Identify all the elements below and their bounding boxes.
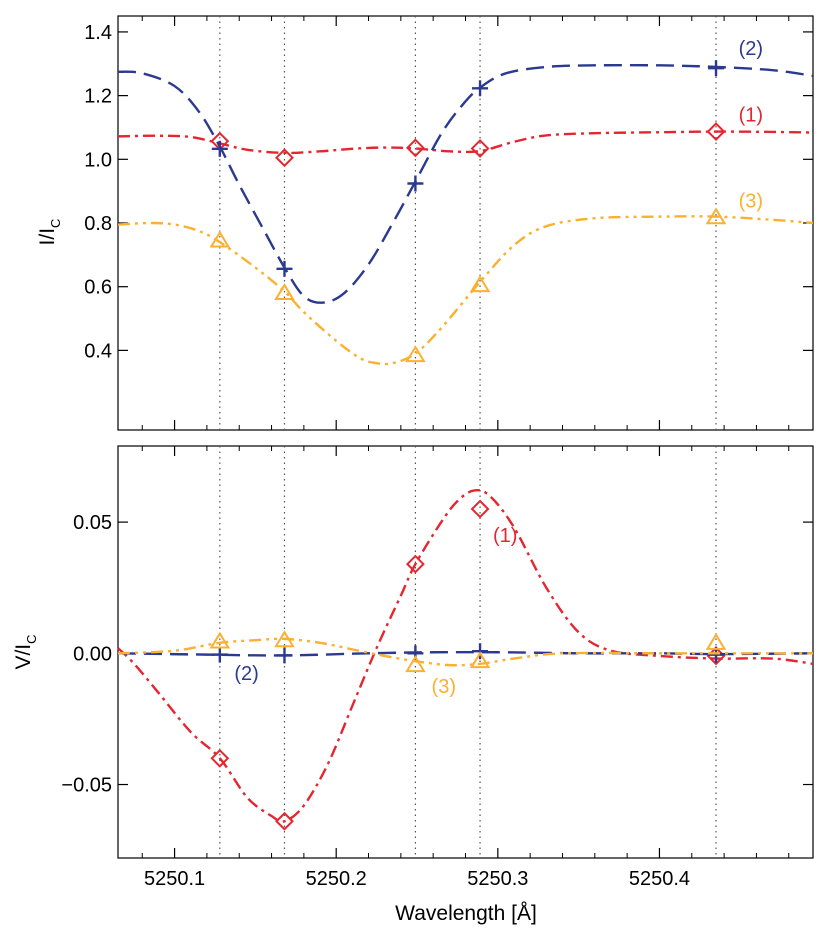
x-tick-label: 5250.3	[467, 868, 528, 890]
series-label-s2: (2)	[739, 38, 763, 60]
series-label-s2: (2)	[234, 663, 258, 685]
y-tick-label: 0.00	[73, 643, 112, 665]
series-line-s2	[117, 650, 814, 657]
series-line-s3	[117, 215, 814, 366]
data-point-plus	[276, 260, 293, 277]
data-point-plus	[276, 647, 293, 664]
data-point-plus	[407, 175, 424, 192]
data-point-triangle	[469, 275, 491, 293]
y-tick-label: 1.2	[84, 86, 112, 108]
polarization-y-axis-label-sub: C	[24, 634, 39, 643]
series-label-s1: (1)	[493, 525, 517, 547]
intensity-panel: I/IC 0.4 0.6 0.8 1.0 1.2 1.4 (1) (2) (3)	[36, 15, 814, 431]
data-point-plus	[211, 140, 228, 157]
data-point-triangle	[209, 230, 231, 248]
data-point-triangle	[405, 655, 426, 673]
data-point-triangle	[705, 207, 727, 225]
data-point-triangle	[274, 630, 295, 648]
intensity-y-axis-label-sub: C	[48, 219, 63, 228]
y-tick-label: 0.4	[84, 340, 112, 362]
data-point-triangle	[705, 632, 727, 650]
data-point-triangle	[469, 651, 491, 669]
data-point-plus	[472, 643, 489, 660]
data-point-diamond	[706, 122, 726, 142]
y-tick-label: 0.05	[73, 512, 112, 534]
polarization-y-axis-label-main: V/I	[12, 644, 35, 670]
data-point-triangle	[405, 345, 426, 363]
data-point-diamond	[470, 139, 490, 158]
data-point-plus	[708, 60, 725, 77]
data-point-diamond	[405, 554, 425, 574]
intensity-y-axis-label: I/IC	[36, 219, 63, 246]
y-tick-label: −0.05	[61, 775, 112, 797]
series-line-s2	[117, 63, 814, 304]
x-tick-label: 5250.1	[144, 868, 205, 890]
data-point-diamond	[275, 148, 294, 168]
data-point-diamond	[405, 138, 425, 158]
intensity-y-axis-label-main: I/I	[36, 228, 59, 246]
series-label-s3: (3)	[432, 676, 456, 698]
data-point-diamond	[470, 499, 490, 519]
x-tick-label: 5250.2	[306, 868, 367, 890]
wavelength-x-axis-label: Wavelength [Å]	[395, 902, 537, 925]
y-tick-label: 1.4	[84, 22, 112, 44]
data-point-plus	[472, 80, 489, 97]
data-point-plus	[211, 646, 228, 663]
x-tick-label: 5250.4	[629, 868, 690, 890]
series-label-s1: (1)	[739, 105, 763, 127]
data-point-diamond	[210, 748, 230, 768]
y-tick-label: 0.6	[84, 277, 112, 299]
data-point-triangle	[274, 283, 295, 301]
data-point-diamond	[275, 811, 294, 831]
polarization-panel: V/IC Wavelength [Å] −0.05 0.00 0.05 5250.1 5…	[12, 445, 814, 925]
series-label-s3: (3)	[739, 191, 763, 213]
series-line-s3	[117, 637, 813, 667]
y-tick-label: 1.0	[84, 149, 112, 171]
polarization-y-axis-label: V/IC	[12, 634, 39, 669]
y-tick-label: 0.8	[84, 213, 112, 235]
data-point-triangle	[209, 631, 231, 649]
